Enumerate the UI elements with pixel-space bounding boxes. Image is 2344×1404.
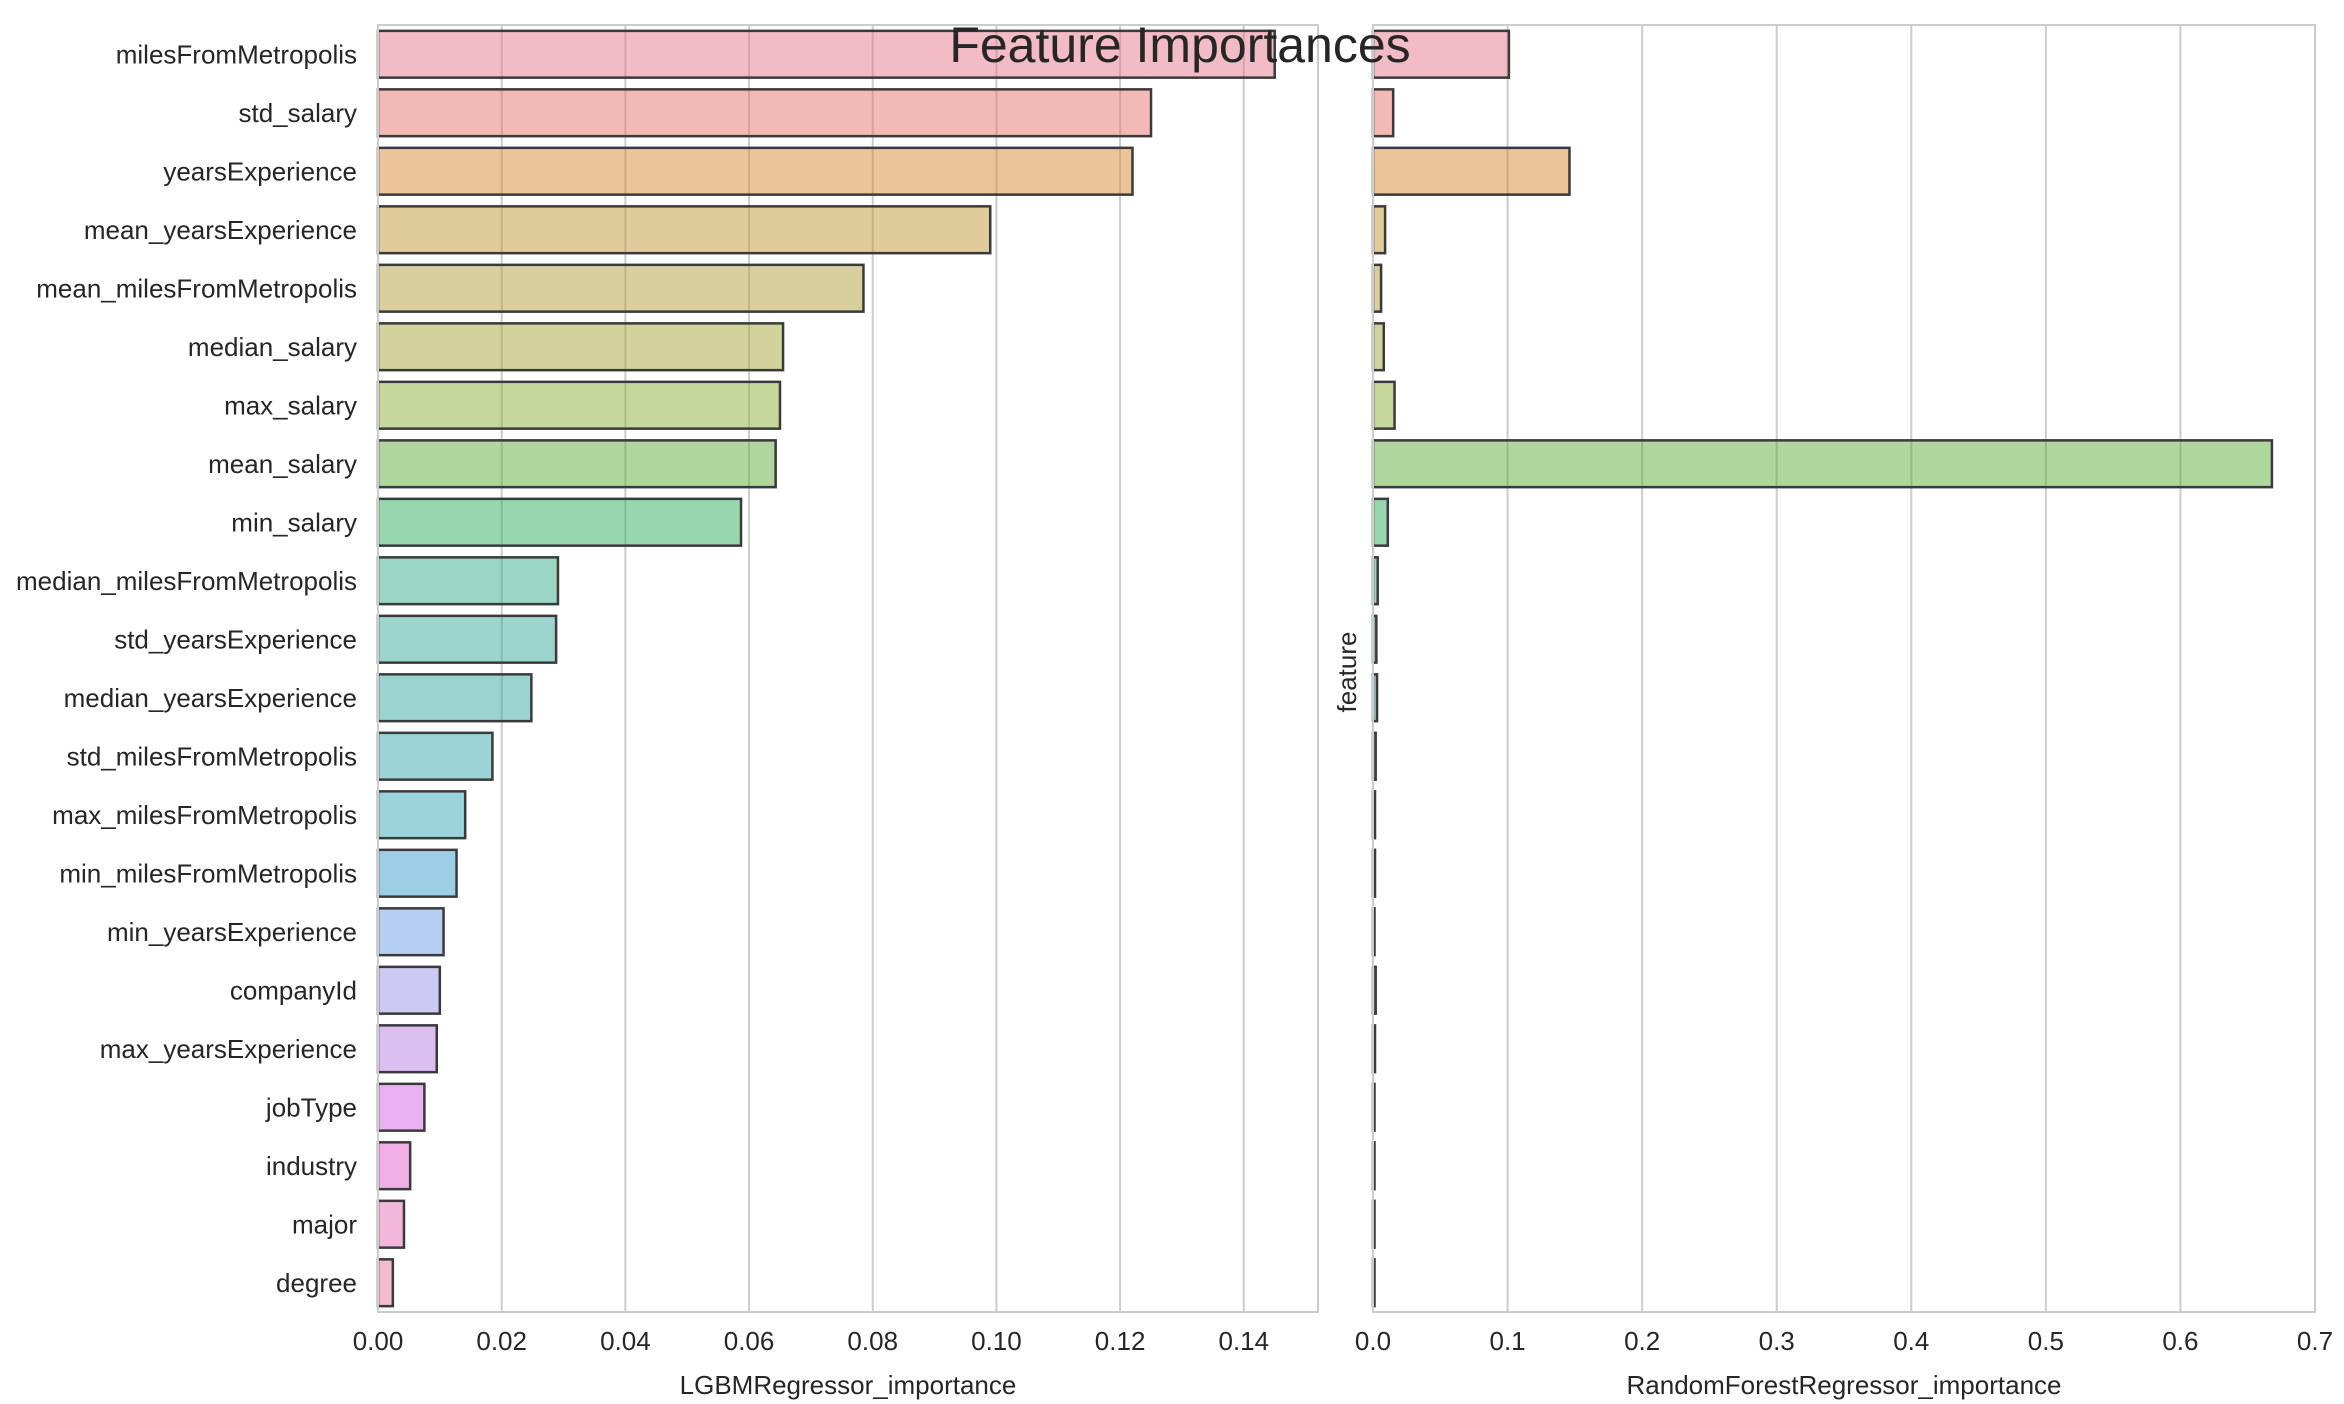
rf-xtick-label: 0.6 — [2162, 1326, 2198, 1356]
category-label-degree: degree — [276, 1268, 357, 1298]
lgbm-bar-max-miles-from-metropolis — [376, 790, 467, 840]
rf-bar-years-experience — [1371, 146, 1571, 196]
lgbm-bar-min-miles-from-metropolis — [376, 848, 458, 898]
category-label-job-type: jobType — [265, 1092, 357, 1122]
category-label-years-experience: yearsExperience — [163, 156, 357, 186]
lgbm-bar-mean-years-experience — [376, 205, 992, 255]
lgbm-bar-mean-miles-from-metropolis — [376, 263, 865, 313]
lgbm-plot-frame — [377, 24, 1319, 1313]
category-label-median-miles-from-metropolis: median_milesFromMetropolis — [16, 566, 357, 596]
category-label-mean-years-experience: mean_yearsExperience — [84, 215, 357, 245]
lgbm-bar-median-years-experience — [376, 673, 533, 723]
rf-bar-mean-miles-from-metropolis — [1371, 263, 1383, 313]
lgbm-bar-degree — [376, 1258, 395, 1308]
rf-xtick-label: 0.5 — [2028, 1326, 2064, 1356]
category-label-major: major — [292, 1209, 357, 1239]
lgbm-bar-company-id — [376, 965, 442, 1015]
rf-bar-median-salary — [1371, 322, 1386, 372]
rf-bar-mean-years-experience — [1371, 205, 1387, 255]
lgbm-bar-major — [376, 1199, 406, 1249]
rf-xtick-label: 0.4 — [1893, 1326, 1929, 1356]
lgbm-bar-industry — [376, 1141, 412, 1191]
rf-bar-max-salary — [1371, 380, 1396, 430]
lgbm-bar-max-salary — [376, 380, 782, 430]
category-label-min-salary: min_salary — [231, 507, 357, 537]
rf-xtick-label: 0.0 — [1355, 1326, 1391, 1356]
category-label-std-miles-from-metropolis: std_milesFromMetropolis — [67, 741, 357, 771]
category-label-industry: industry — [266, 1151, 357, 1181]
lgbm-xtick-label: 0.10 — [971, 1326, 1022, 1356]
category-label-median-salary: median_salary — [188, 332, 357, 362]
lgbm-bar-mean-salary — [376, 439, 777, 489]
lgbm-xtick-label: 0.06 — [724, 1326, 775, 1356]
rf-xtick-label: 0.7 — [2297, 1326, 2333, 1356]
rf-xtick-label: 0.1 — [1489, 1326, 1525, 1356]
category-label-mean-miles-from-metropolis: mean_milesFromMetropolis — [36, 273, 357, 303]
y-axis-label: feature — [1332, 632, 1362, 713]
lgbm-bar-min-salary — [376, 497, 743, 547]
lgbm-bar-std-years-experience — [376, 614, 558, 664]
rf-xtick-label: 0.3 — [1759, 1326, 1795, 1356]
category-label-miles-from-metropolis: milesFromMetropolis — [116, 39, 357, 69]
lgbm-xtick-label: 0.00 — [353, 1326, 404, 1356]
category-label-mean-salary: mean_salary — [208, 449, 357, 479]
category-label-max-salary: max_salary — [224, 390, 357, 420]
lgbm-xtick-label: 0.02 — [476, 1326, 527, 1356]
lgbm-x-axis-label: LGBMRegressor_importance — [680, 1370, 1017, 1400]
category-label-std-salary: std_salary — [239, 98, 358, 128]
rf-plot-frame — [1372, 24, 2316, 1313]
rf-bar-mean-salary — [1371, 439, 2274, 489]
lgbm-xtick-label: 0.04 — [600, 1326, 651, 1356]
lgbm-bar-job-type — [376, 1082, 426, 1132]
lgbm-bar-median-miles-from-metropolis — [376, 556, 560, 606]
lgbm-bar-years-experience — [376, 146, 1134, 196]
lgbm-xtick-label: 0.12 — [1095, 1326, 1146, 1356]
category-label-company-id: companyId — [230, 975, 357, 1005]
rf-x-axis-label: RandomForestRegressor_importance — [1627, 1370, 2062, 1400]
lgbm-bar-std-miles-from-metropolis — [376, 731, 494, 781]
rf-bar-min-salary — [1371, 497, 1390, 547]
rf-bar-std-salary — [1371, 88, 1395, 138]
random-forest-importance-panel: 0.0 0.1 0.2 0.3 0.4 0.5 0.6 0.7 RandomForestRegr… — [1355, 24, 2333, 1400]
lgbm-importance-panel: 0.00 0.02 0.04 0.06 0.08 0.10 0.12 0.14 LGBMRegr… — [16, 24, 1319, 1400]
category-label-max-miles-from-metropolis: max_milesFromMetropolis — [52, 800, 357, 830]
category-label-min-years-experience: min_yearsExperience — [107, 917, 357, 947]
category-label-max-years-experience: max_yearsExperience — [100, 1034, 357, 1064]
category-label-min-miles-from-metropolis: min_milesFromMetropolis — [59, 858, 357, 888]
lgbm-bar-min-years-experience — [376, 907, 445, 957]
rf-xtick-label: 0.2 — [1624, 1326, 1660, 1356]
lgbm-xtick-label: 0.08 — [847, 1326, 898, 1356]
chart-title: Feature Importances — [949, 17, 1410, 73]
lgbm-bar-std-salary — [376, 88, 1153, 138]
category-label-median-years-experience: median_yearsExperience — [64, 683, 357, 713]
lgbm-xtick-label: 0.14 — [1218, 1326, 1269, 1356]
lgbm-bar-median-salary — [376, 322, 785, 372]
lgbm-bar-max-years-experience — [376, 1024, 438, 1074]
category-label-std-years-experience: std_yearsExperience — [114, 624, 357, 654]
